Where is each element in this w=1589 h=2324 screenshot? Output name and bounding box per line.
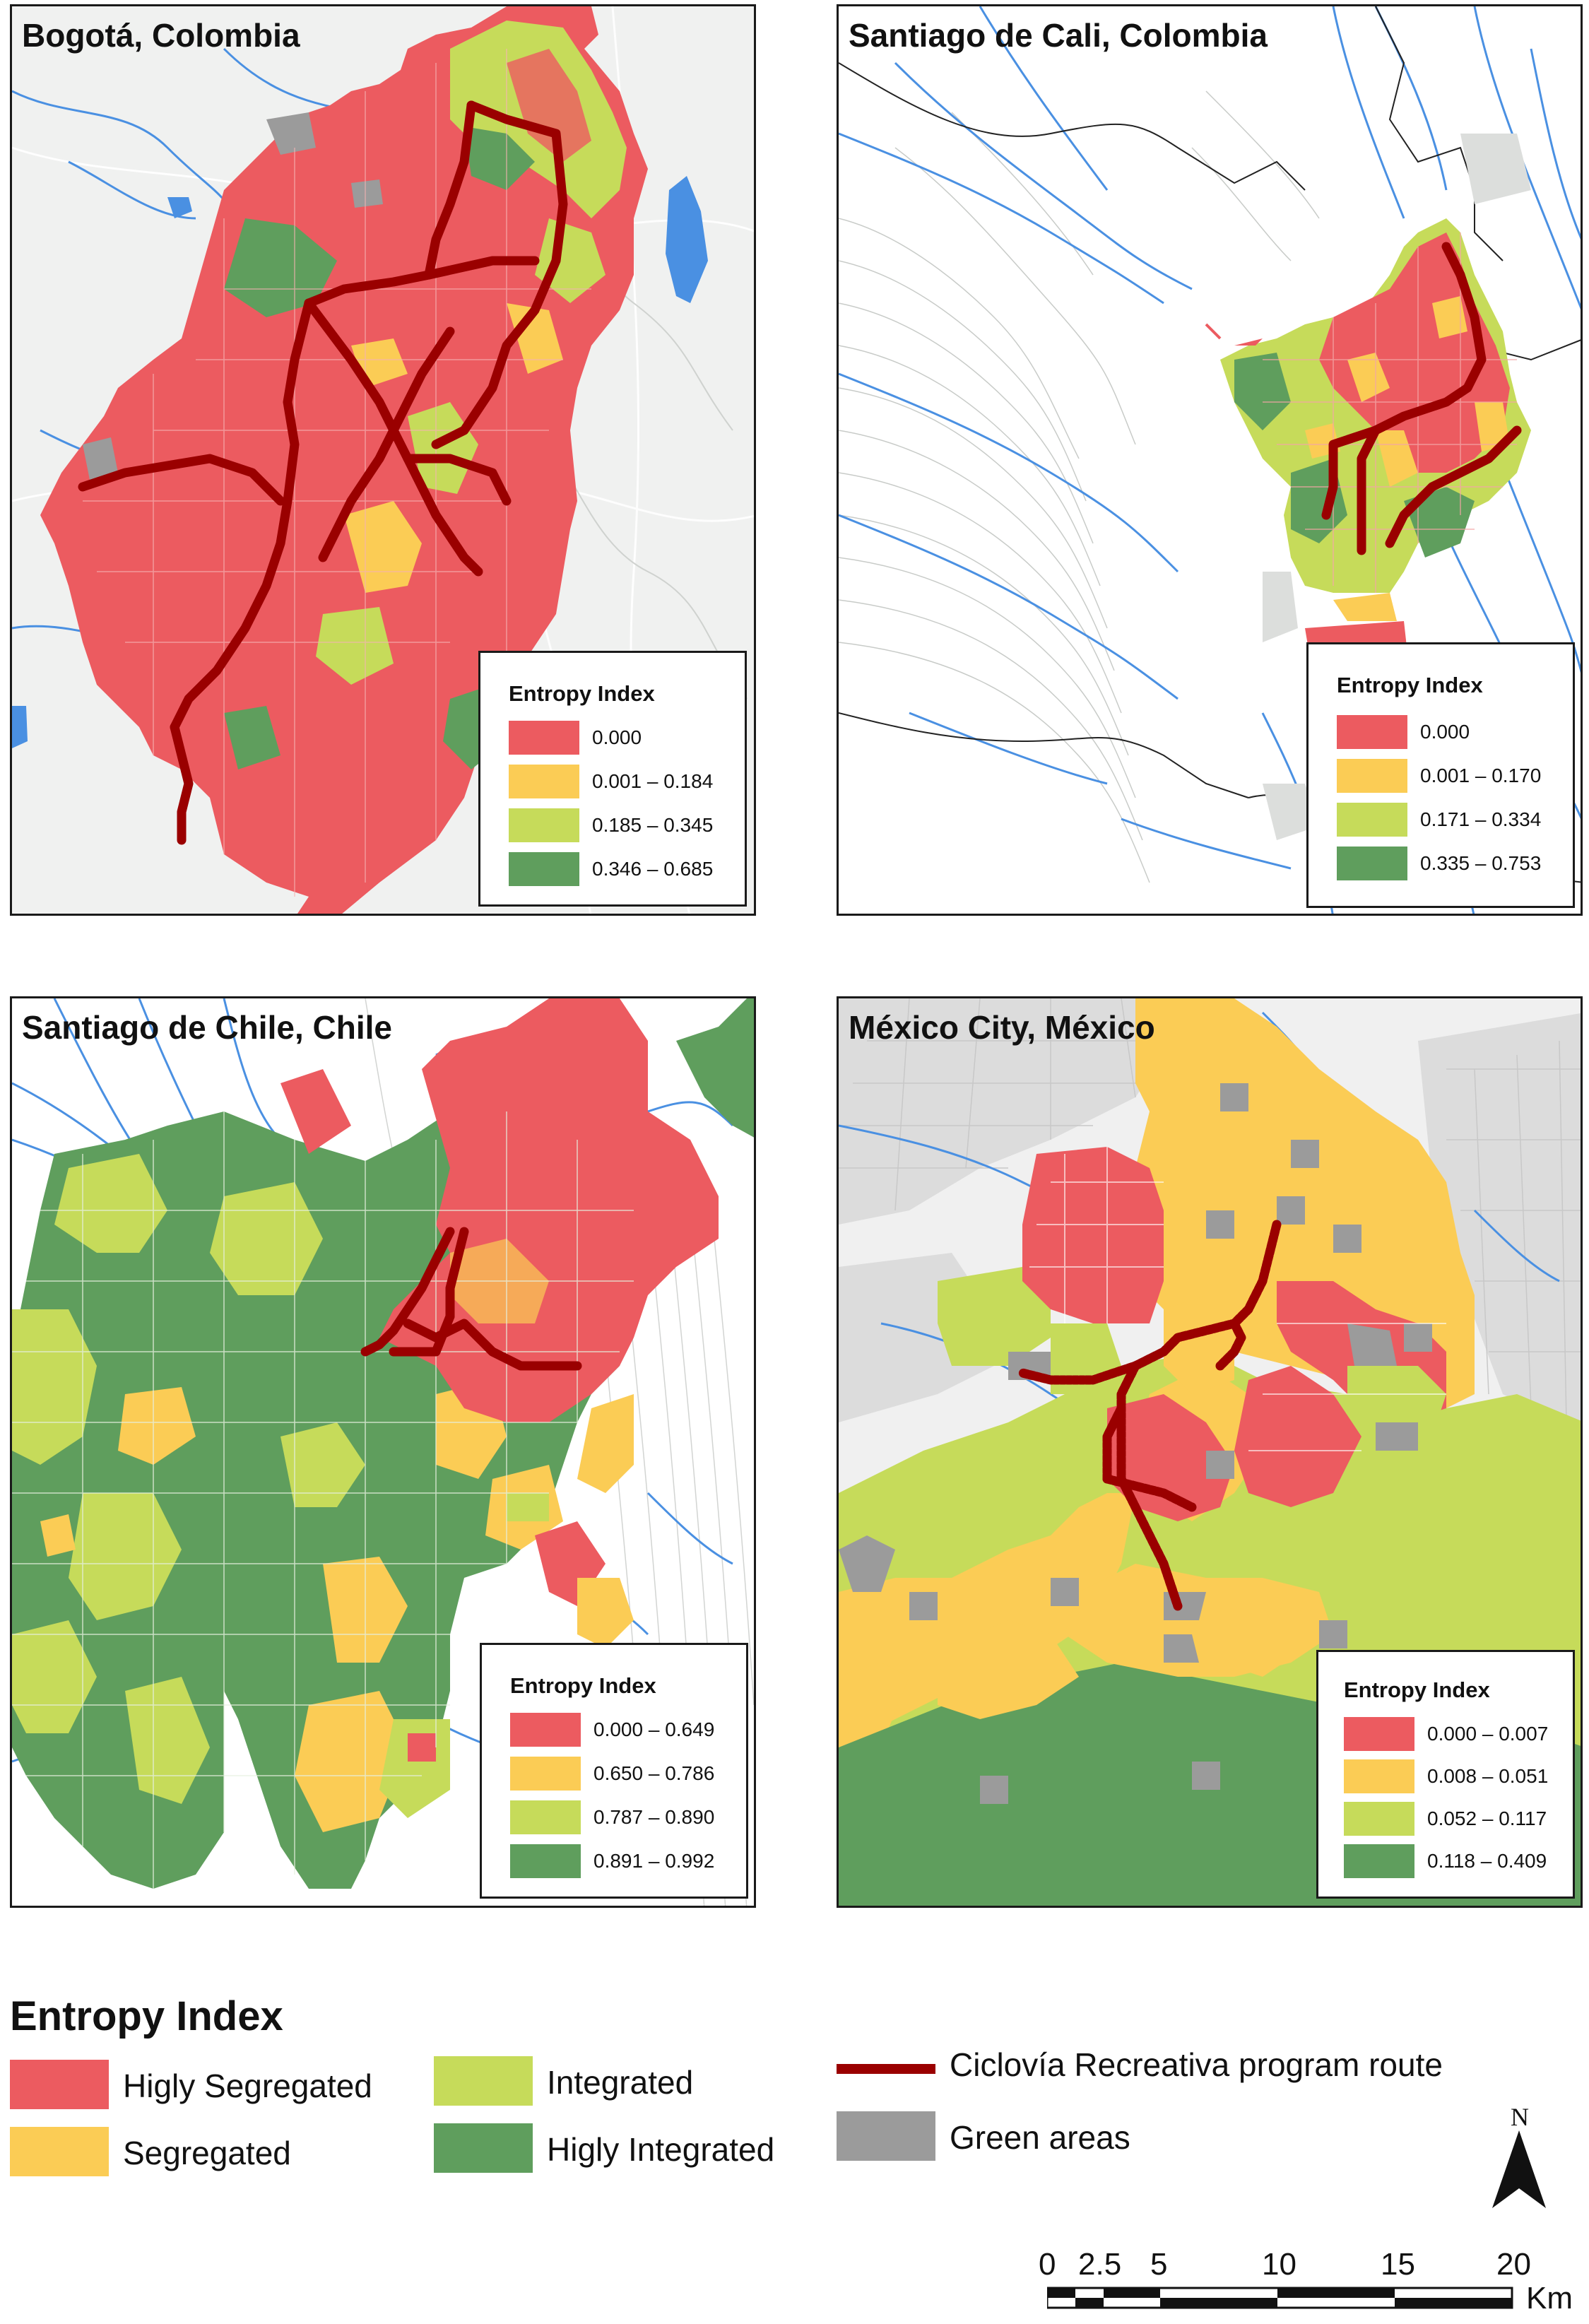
- legend-range-label: 0.335 – 0.753: [1420, 852, 1542, 874]
- legend-title: Entropy Index: [1337, 673, 1483, 697]
- scale-unit-label: Km: [1526, 2281, 1573, 2316]
- scale-tick-label: 20: [1496, 2247, 1531, 2282]
- legend-row: 0.787 – 0.890: [510, 1800, 743, 1834]
- legend-swatch: [1344, 1759, 1414, 1793]
- scale-bar: 0 2.5 5 10 15 20 Km: [1039, 2247, 1576, 2318]
- map-panel-santiago-chile: Santiago de Chile, Chile Entropy Index 0…: [10, 996, 756, 1908]
- legend-range-label: 0.000: [1420, 721, 1470, 743]
- legend-row: 0.001 – 0.184: [509, 765, 742, 798]
- legend-swatch: [434, 2056, 533, 2106]
- legend-range-label: 0.052 – 0.117: [1427, 1807, 1547, 1829]
- legend-swatch: [1344, 1717, 1414, 1751]
- legend-swatch: [10, 2060, 109, 2109]
- scale-tick-label: 2.5: [1078, 2247, 1122, 2282]
- legend-swatch: [10, 2127, 109, 2176]
- legend-title: Entropy Index: [510, 1673, 656, 1698]
- legend-row: 0.008 – 0.051: [1344, 1759, 1577, 1793]
- legend-title: Entropy Index: [1344, 1677, 1490, 1702]
- legend-swatch: [837, 2111, 935, 2161]
- legend-swatch: [510, 1757, 581, 1791]
- legend-row: 0.650 – 0.786: [510, 1757, 743, 1791]
- legend-range-label: 0.891 – 0.992: [593, 1850, 715, 1872]
- legend-range-label: 0.787 – 0.890: [593, 1806, 715, 1828]
- legend-swatch: [510, 1713, 581, 1747]
- north-label: N: [1511, 2103, 1529, 2131]
- bogota-map: [12, 6, 754, 914]
- legend-row: 0.000 – 0.007: [1344, 1717, 1577, 1751]
- legend-label: Segregated: [123, 2135, 291, 2171]
- legend-row: 0.052 – 0.117: [1344, 1802, 1577, 1836]
- legend-label: Integrated: [547, 2064, 694, 2101]
- legend-swatch: [510, 1800, 581, 1834]
- legend-swatch: [510, 1844, 581, 1878]
- legend-label: Green areas: [950, 2119, 1130, 2156]
- legend-swatch: [509, 721, 579, 755]
- legend-range-label: 0.185 – 0.345: [592, 814, 714, 836]
- north-arrow-icon: [1492, 2130, 1546, 2208]
- legend-range-label: 0.650 – 0.786: [593, 1762, 715, 1784]
- entropy-legend-mexico-city: Entropy Index 0.000 – 0.007 0.008 – 0.05…: [1316, 1650, 1575, 1899]
- north-arrow: N: [1491, 2102, 1547, 2215]
- main-legend-title: Entropy Index: [10, 1993, 283, 2039]
- scale-tick-label: 0: [1039, 2247, 1056, 2282]
- legend-row: 0.000: [1337, 715, 1570, 749]
- legend-row: 0.118 – 0.409: [1344, 1844, 1577, 1878]
- scale-tick-label: 10: [1262, 2247, 1296, 2282]
- legend-range-label: 0.000 – 0.007: [1427, 1723, 1549, 1745]
- legend-range-label: 0.001 – 0.170: [1420, 765, 1542, 786]
- legend-row: 0.171 – 0.334: [1337, 803, 1570, 837]
- legend-swatch: [1337, 715, 1407, 749]
- legend-row: 0.335 – 0.753: [1337, 847, 1570, 880]
- legend-swatch: [509, 808, 579, 842]
- legend-swatch: [434, 2123, 533, 2173]
- entropy-legend-bogota: Entropy Index 0.000 0.001 – 0.184 0.185 …: [478, 651, 747, 907]
- legend-title: Entropy Index: [509, 681, 655, 706]
- legend-range-label: 0.008 – 0.051: [1427, 1765, 1549, 1787]
- entropy-legend-santiago-chile: Entropy Index 0.000 – 0.649 0.650 – 0.78…: [480, 1643, 748, 1899]
- map-panel-mexico-city: México City, México Entropy Index 0.000 …: [837, 996, 1583, 1908]
- legend-row: 0.000 – 0.649: [510, 1713, 743, 1747]
- legend-swatch: [1344, 1844, 1414, 1878]
- legend-range-label: 0.118 – 0.409: [1427, 1850, 1547, 1872]
- entropy-legend-cali: Entropy Index 0.000 0.001 – 0.170 0.171 …: [1306, 642, 1575, 908]
- panel-title: Santiago de Chile, Chile: [22, 1009, 392, 1046]
- legend-row: 0.000: [509, 721, 742, 755]
- legend-range-label: 0.171 – 0.334: [1420, 808, 1542, 830]
- legend-swatch: [1344, 1802, 1414, 1836]
- legend-row: 0.891 – 0.992: [510, 1844, 743, 1878]
- scale-tick-label: 5: [1150, 2247, 1168, 2282]
- legend-range-label: 0.000 – 0.649: [593, 1718, 715, 1740]
- route-line-swatch: [837, 2064, 935, 2074]
- legend-range-label: 0.000: [592, 726, 642, 748]
- scale-tick-label: 15: [1381, 2247, 1415, 2282]
- legend-swatch: [1337, 847, 1407, 880]
- legend-range-label: 0.001 – 0.184: [592, 770, 714, 792]
- santiago-chile-map: [12, 998, 754, 1906]
- legend-range-label: 0.346 – 0.685: [592, 858, 714, 880]
- panel-title: México City, México: [849, 1009, 1155, 1046]
- legend-label: Higly Integrated: [547, 2131, 775, 2168]
- mexico-city-map: [839, 998, 1581, 1906]
- map-panel-bogota: Bogotá, Colombia Entropy Index 0.000 0.0…: [10, 4, 756, 916]
- legend-label: Higly Segregated: [123, 2068, 372, 2104]
- panel-title: Santiago de Cali, Colombia: [849, 17, 1268, 54]
- cali-map: [839, 6, 1581, 914]
- scale-bar-graphic: [1047, 2287, 1513, 2309]
- legend-row: 0.185 – 0.345: [509, 808, 742, 842]
- panel-title: Bogotá, Colombia: [22, 17, 300, 54]
- map-panel-cali: Santiago de Cali, Colombia Entropy Index…: [837, 4, 1583, 916]
- legend-row: 0.346 – 0.685: [509, 852, 742, 886]
- legend-swatch: [1337, 803, 1407, 837]
- legend-swatch: [1337, 759, 1407, 793]
- legend-swatch: [509, 765, 579, 798]
- legend-label: Ciclovía Recreativa program route: [950, 2046, 1443, 2083]
- legend-row: 0.001 – 0.170: [1337, 759, 1570, 793]
- legend-swatch: [509, 852, 579, 886]
